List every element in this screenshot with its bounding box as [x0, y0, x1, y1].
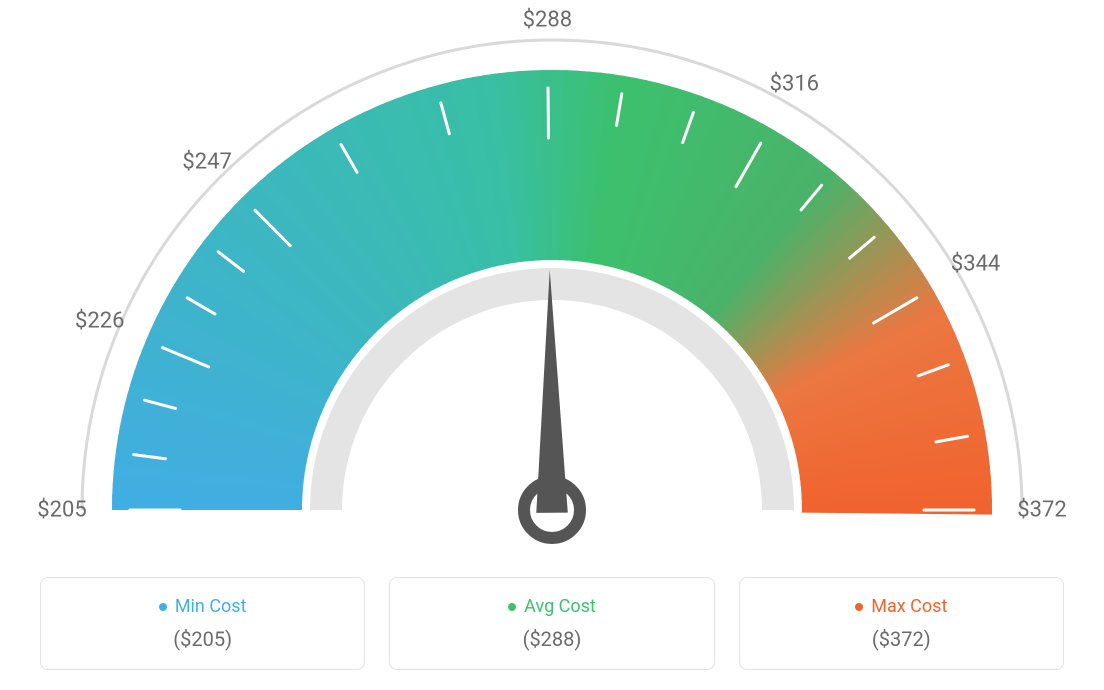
gauge-tick-label: $288	[523, 8, 572, 33]
legend-value-min: ($205)	[53, 627, 352, 651]
gauge-tick-label: $226	[75, 309, 124, 334]
legend-title-avg: Avg Cost	[508, 596, 596, 617]
legend-card-min: Min Cost ($205)	[40, 577, 365, 671]
legend-card-max: Max Cost ($372)	[739, 577, 1064, 671]
gauge-chart: $205 $226 $247 $288 $316 $344 $372	[0, 0, 1104, 560]
legend-dot-min	[159, 603, 167, 611]
legend-value-avg: ($288)	[402, 627, 701, 651]
gauge-tick-label: $344	[951, 251, 1000, 276]
legend-row: Min Cost ($205) Avg Cost ($288) Max Cost…	[0, 577, 1104, 671]
gauge-tick-label: $247	[182, 149, 231, 174]
legend-label-max: Max Cost	[871, 596, 947, 617]
legend-value-max: ($372)	[752, 627, 1051, 651]
gauge-tick-label: $316	[770, 72, 819, 97]
gauge-tick-label: $205	[37, 498, 86, 523]
legend-label-avg: Avg Cost	[524, 596, 596, 617]
legend-dot-max	[855, 603, 863, 611]
legend-label-min: Min Cost	[175, 596, 247, 617]
legend-title-max: Max Cost	[855, 596, 947, 617]
legend-card-avg: Avg Cost ($288)	[389, 577, 714, 671]
legend-title-min: Min Cost	[159, 596, 247, 617]
legend-dot-avg	[508, 603, 516, 611]
gauge-svg	[0, 0, 1104, 560]
gauge-tick-label: $372	[1017, 498, 1066, 523]
